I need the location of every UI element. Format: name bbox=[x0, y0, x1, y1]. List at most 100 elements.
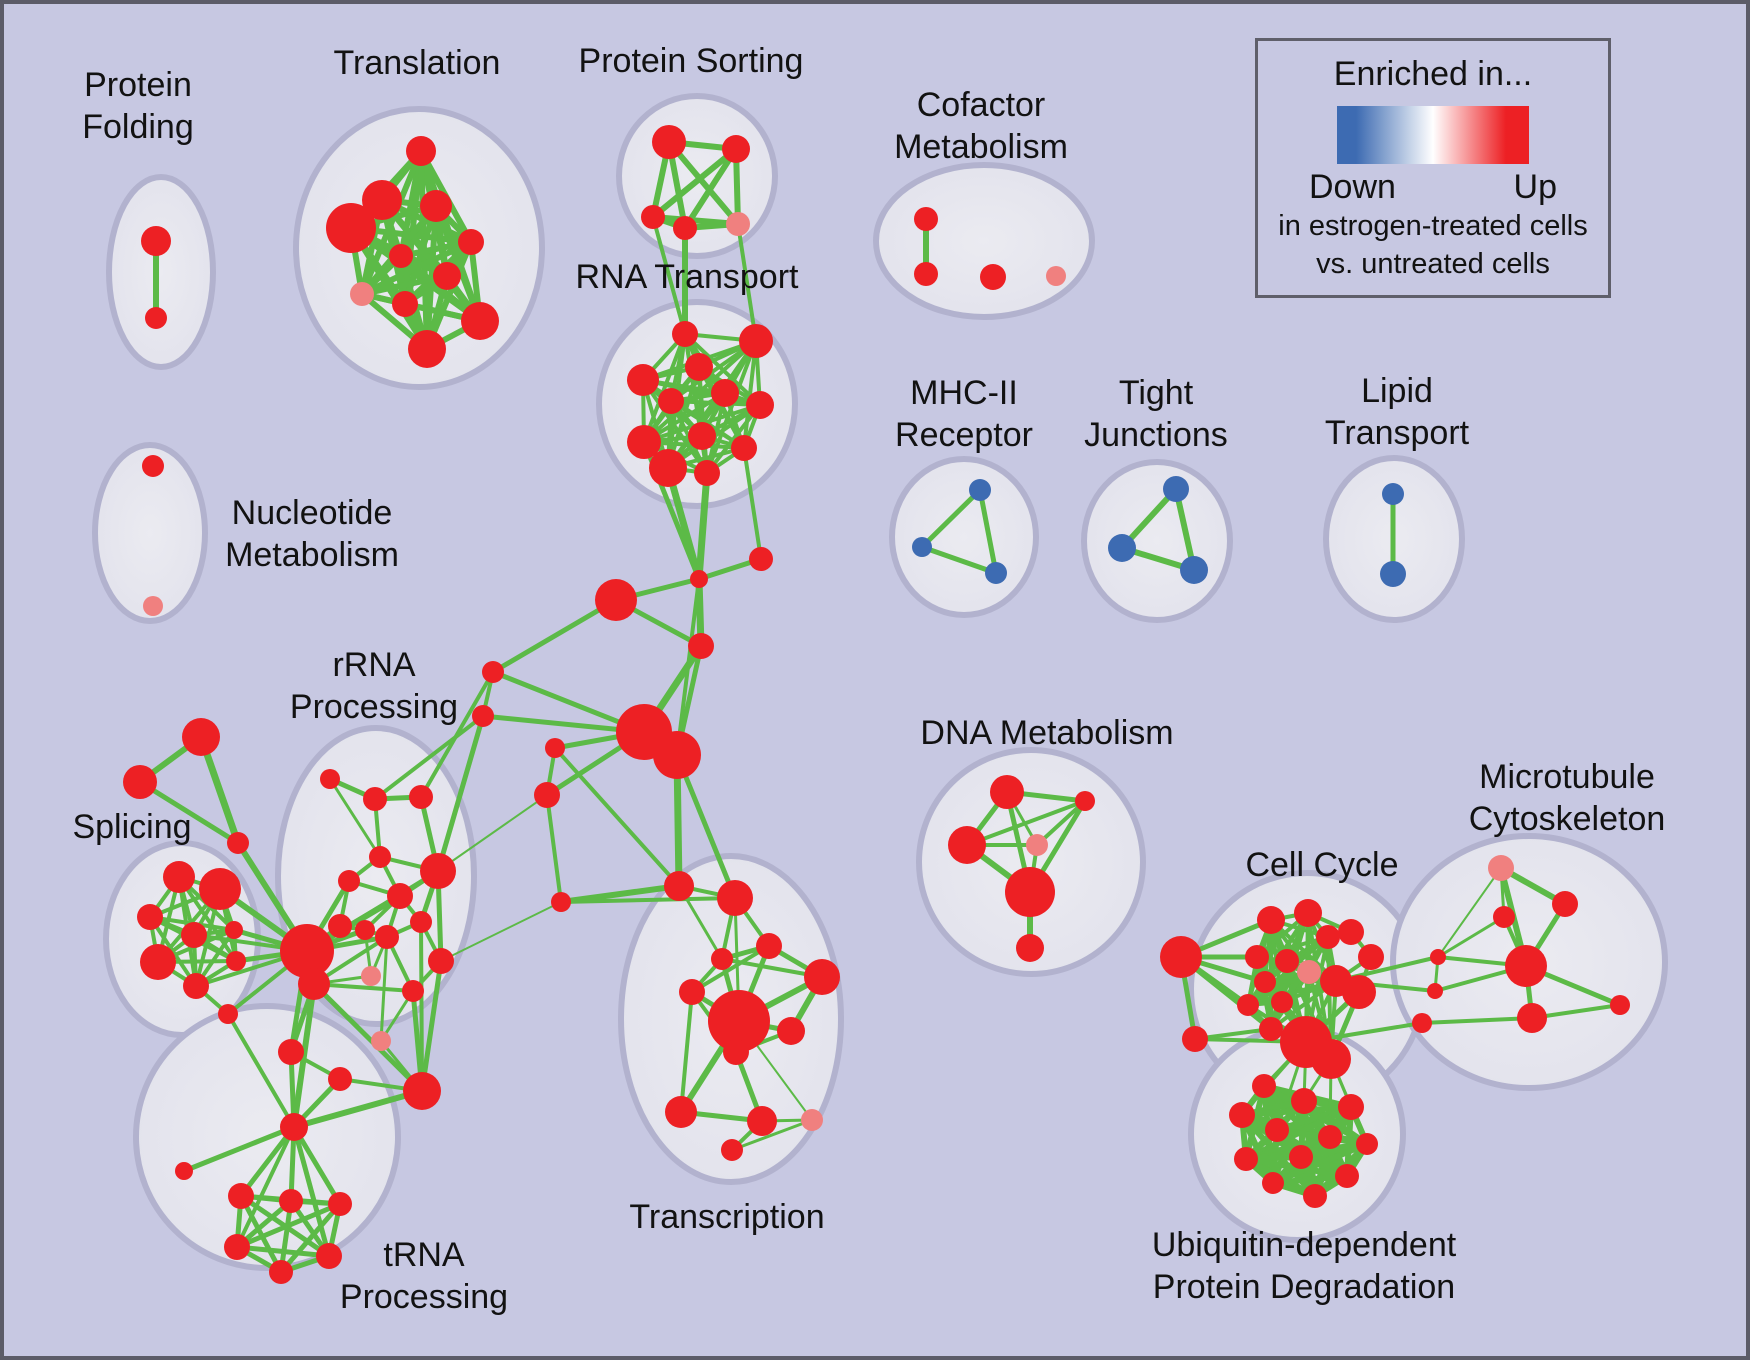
node-RR20 bbox=[371, 1031, 391, 1051]
node-T5 bbox=[458, 229, 484, 255]
node-NM2 bbox=[143, 596, 163, 616]
node-R4 bbox=[627, 364, 659, 396]
node-TX11 bbox=[747, 1106, 777, 1136]
edge-R4-R12 bbox=[641, 378, 709, 475]
cluster-tight-junctions-label-line2: Junctions bbox=[1084, 416, 1228, 454]
legend-gradient-bar bbox=[1337, 106, 1529, 164]
node-CCo1 bbox=[1160, 936, 1202, 978]
node-R5 bbox=[658, 388, 684, 414]
node-MC6 bbox=[1610, 995, 1630, 1015]
node-TP1 bbox=[280, 1113, 308, 1141]
node-TP7 bbox=[316, 1243, 342, 1269]
node-UB11 bbox=[1262, 1172, 1284, 1194]
legend-title: Enriched in... bbox=[1333, 55, 1533, 93]
edge-TP5-TP6 bbox=[234, 1201, 343, 1250]
edge-PS1-PS5 bbox=[666, 139, 741, 227]
node-TP2 bbox=[175, 1162, 193, 1180]
cluster-cofactor-metabolism-label-line1: Cofactor bbox=[917, 86, 1046, 124]
edge-RR21-TP1 bbox=[226, 1012, 296, 1129]
legend-axis: Down Up bbox=[1309, 168, 1557, 207]
node-TG1 bbox=[182, 718, 220, 756]
node-CC4 bbox=[1245, 945, 1269, 969]
edge-TX6-TX10 bbox=[679, 990, 694, 1114]
edge-M1-C3 bbox=[490, 597, 619, 675]
node-T1 bbox=[406, 136, 436, 166]
node-TX12 bbox=[801, 1109, 823, 1131]
cluster-protein-folding-label-line2: Folding bbox=[82, 108, 194, 146]
node-RR2 bbox=[363, 787, 387, 811]
cluster-cofactor-metabolism-ellipse bbox=[873, 162, 1095, 320]
cluster-mhc-ii-receptor-ellipse bbox=[889, 456, 1039, 618]
node-RR10 bbox=[375, 925, 399, 949]
node-CC15 bbox=[1358, 944, 1384, 970]
cluster-protein-folding-ellipse bbox=[106, 174, 216, 370]
node-MC1 bbox=[1488, 855, 1514, 881]
legend-subtitle-line1: in estrogen-treated cells bbox=[1278, 210, 1588, 242]
node-CC5 bbox=[1275, 949, 1299, 973]
edge-RR16-RR19 bbox=[311, 981, 425, 1094]
edge-TP1-TP3 bbox=[238, 1124, 297, 1199]
node-MC4 bbox=[1505, 945, 1547, 987]
node-UB3 bbox=[1229, 1102, 1255, 1128]
edge-R12-C1 bbox=[695, 469, 711, 583]
edge-TP5-TP8 bbox=[278, 1201, 343, 1275]
node-TX1 bbox=[664, 871, 694, 901]
edge-R4-R7 bbox=[641, 378, 762, 407]
cluster-mhc-ii-receptor-label-line2: Receptor bbox=[895, 416, 1033, 454]
edge-TP1-TP6 bbox=[235, 1125, 296, 1249]
edge-RR19-RR11 bbox=[419, 920, 424, 1093]
node-R8 bbox=[688, 422, 716, 450]
node-RR17 bbox=[278, 1039, 304, 1065]
edge-MC5-MCc3 bbox=[1420, 1016, 1534, 1025]
node-PS4 bbox=[673, 216, 697, 240]
cluster-rrna-processing-label-line2: Processing bbox=[290, 688, 458, 726]
node-CC8 bbox=[1254, 971, 1276, 993]
node-TX7 bbox=[708, 990, 770, 1052]
edge-M2-RR6 bbox=[435, 713, 486, 874]
node-RR5 bbox=[338, 870, 360, 892]
node-UB12 bbox=[1303, 1184, 1327, 1208]
edge-MH1-MH2 bbox=[919, 487, 983, 550]
edge-TX3-TX6 bbox=[690, 944, 771, 994]
node-CC1 bbox=[1257, 906, 1285, 934]
node-CC14 bbox=[1338, 919, 1364, 945]
node-PF2 bbox=[145, 307, 167, 329]
node-CC2 bbox=[1294, 899, 1322, 927]
node-TG3 bbox=[227, 832, 249, 854]
cluster-transcription-label-line1: Transcription bbox=[629, 1198, 824, 1236]
cluster-nucleotide-metabolism-label-line1: Nucleotide bbox=[232, 494, 393, 532]
node-RR4 bbox=[369, 846, 391, 868]
edge-HUB2-TX2 bbox=[674, 752, 738, 901]
node-CC6 bbox=[1297, 960, 1321, 984]
cluster-microtubule-cytoskeleton-label-line2: Cytoskeleton bbox=[1469, 800, 1666, 838]
edge-R10-C2 bbox=[742, 446, 763, 561]
node-CC9 bbox=[1237, 994, 1259, 1016]
node-RR11 bbox=[410, 911, 432, 933]
edge-MC3-MCc1 bbox=[1436, 915, 1506, 959]
node-RR9 bbox=[355, 920, 375, 940]
node-PS3 bbox=[641, 205, 665, 229]
node-DM1 bbox=[990, 775, 1024, 809]
node-RR14 bbox=[428, 948, 454, 974]
node-C4 bbox=[688, 633, 714, 659]
cluster-tight-junctions-ellipse bbox=[1081, 459, 1233, 623]
node-LT2 bbox=[1380, 561, 1406, 587]
node-TP3 bbox=[228, 1183, 254, 1209]
node-MCc2 bbox=[1427, 983, 1443, 999]
node-DM5 bbox=[1005, 867, 1055, 917]
cluster-ubiquitin-degradation-label-line1: Ubiquitin-dependent bbox=[1152, 1226, 1457, 1264]
node-MC3 bbox=[1493, 906, 1515, 928]
cluster-mhc-ii-receptor-label-line1: MHC-II bbox=[910, 374, 1018, 412]
node-RR7 bbox=[387, 883, 413, 909]
node-L2 bbox=[534, 782, 560, 808]
nodes-layer bbox=[123, 125, 1630, 1284]
node-R7 bbox=[746, 391, 774, 419]
node-RR16 bbox=[298, 968, 330, 1000]
node-PS2 bbox=[722, 135, 750, 163]
node-R12 bbox=[694, 460, 720, 486]
edge-RR16-RR13 bbox=[312, 982, 415, 993]
edge-TP6-TP7 bbox=[234, 1244, 332, 1259]
node-MCc3 bbox=[1412, 1013, 1432, 1033]
node-HUB2 bbox=[653, 731, 701, 779]
edge-T7-T8 bbox=[359, 273, 450, 297]
